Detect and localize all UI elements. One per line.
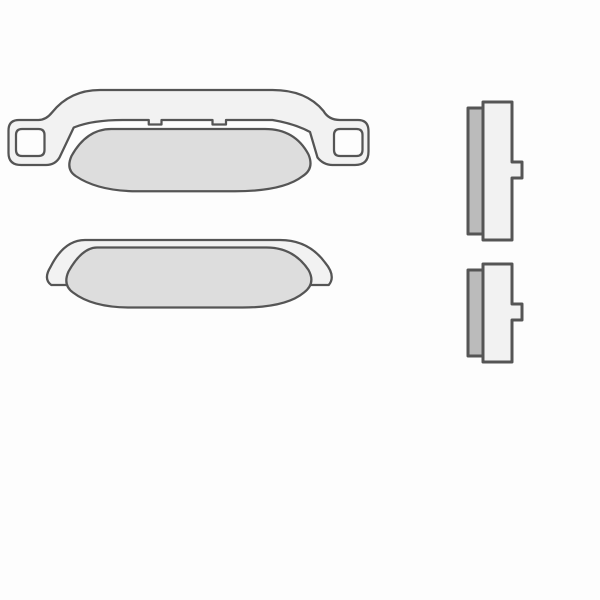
front-view-group <box>9 90 369 308</box>
lower-pad-lining <box>66 248 311 308</box>
side-view-group <box>468 102 522 362</box>
lower-pad-side-plate <box>483 264 522 362</box>
upper-pad-lining <box>69 129 310 191</box>
lower-pad-side-lining <box>468 270 483 356</box>
upper-pad-side-lining <box>468 108 483 234</box>
upper-pad-side-plate <box>483 102 522 240</box>
